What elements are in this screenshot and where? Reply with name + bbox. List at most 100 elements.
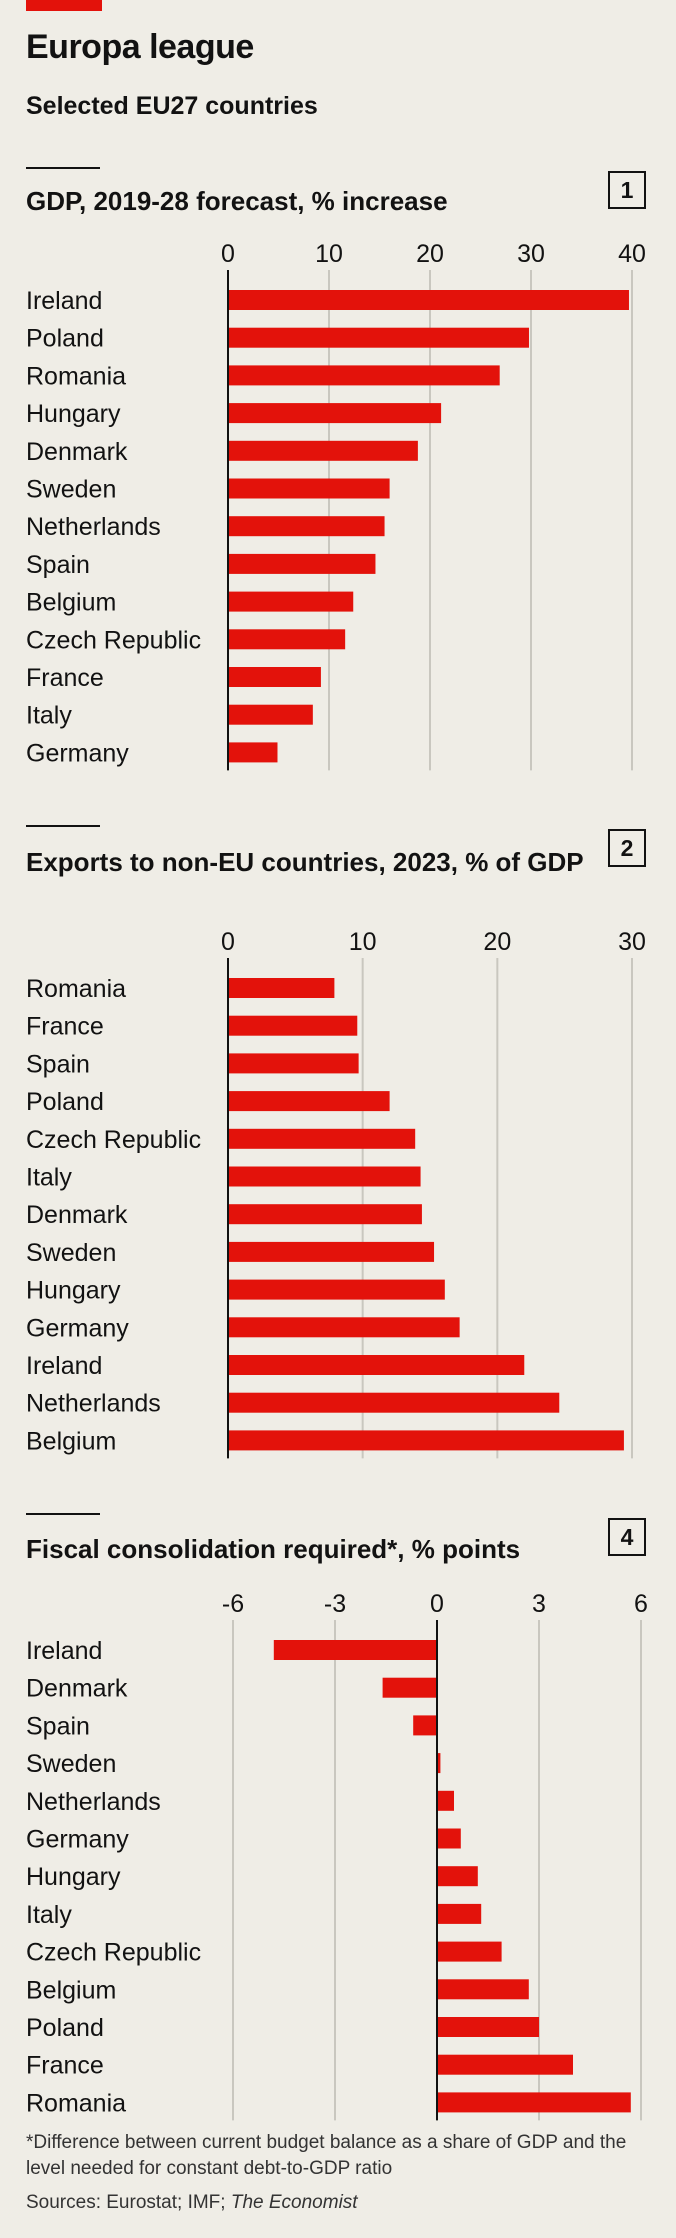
panel-1-rule <box>26 167 100 169</box>
gridlines <box>232 1620 642 2121</box>
tick-label: 0 <box>430 1590 444 1618</box>
category-label: Hungary <box>26 1277 121 1305</box>
category-label: Spain <box>26 1712 90 1740</box>
bar-spain <box>228 553 376 574</box>
category-label: Ireland <box>26 1352 102 1380</box>
category-label: France <box>26 2052 104 2080</box>
category-label: Czech Republic <box>26 626 201 654</box>
panel-1-title: GDP, 2019-28 forecast, % increase <box>26 186 448 216</box>
panel-2-number: 2 <box>608 829 646 867</box>
category-label: Sweden <box>26 1239 116 1267</box>
tick-label: 30 <box>618 928 646 956</box>
tick-label: 20 <box>416 240 444 268</box>
bar-romania <box>228 978 335 998</box>
bar-france <box>228 667 321 687</box>
category-label: Netherlands <box>26 513 161 541</box>
category-label: Poland <box>26 2014 104 2042</box>
category-label: Denmark <box>26 1201 128 1229</box>
bar-sweden <box>228 478 390 499</box>
category-label: Sweden <box>26 476 116 504</box>
panel-2-title: Exports to non-EU countries, 2023, % of … <box>26 847 584 877</box>
bar-sweden <box>437 1753 441 1774</box>
bar-belgium <box>437 1979 529 2000</box>
tick-label: 20 <box>483 928 511 956</box>
category-label: Belgium <box>26 1427 116 1455</box>
panel-4-rule <box>26 1513 100 1515</box>
tick-label: 40 <box>618 240 646 268</box>
bar-ireland <box>228 1355 525 1375</box>
category-label: Italy <box>26 1901 72 1929</box>
bar-hungary <box>228 1279 445 1300</box>
bar-italy <box>437 1903 482 1924</box>
category-label: Spain <box>26 551 90 579</box>
source-prefix: Sources: Eurostat; IMF; <box>26 2192 231 2213</box>
bar-netherlands <box>228 516 385 537</box>
category-label: France <box>26 664 104 692</box>
category-label: Italy <box>26 702 72 730</box>
chart-fiscal-consolidation: -6 -3 0 3 6 Ireland Denmark Spain Sweden Netherla… <box>26 1590 648 2121</box>
category-label: Italy <box>26 1164 72 1192</box>
panel-1-number: 1 <box>608 171 646 209</box>
category-label: Denmark <box>26 438 128 466</box>
bar-denmark <box>382 1677 437 1698</box>
bar-spain <box>413 1715 437 1736</box>
bar-germany <box>437 1828 461 1849</box>
bars <box>228 290 629 763</box>
category-label: Romania <box>26 975 126 1003</box>
category-label: Denmark <box>26 1675 128 1703</box>
category-label: Spain <box>26 1050 90 1078</box>
bar-netherlands <box>228 1392 560 1413</box>
bar-hungary <box>228 403 442 424</box>
brand-tab <box>26 0 102 11</box>
page-title: Europa league <box>26 28 254 66</box>
bar-poland <box>437 2017 539 2037</box>
bar-romania <box>437 2092 631 2113</box>
category-label: Sweden <box>26 1750 116 1778</box>
tick-label: -6 <box>222 1590 244 1618</box>
tick-label: -3 <box>324 1590 346 1618</box>
bars <box>273 1640 631 2113</box>
category-label: Germany <box>26 1314 129 1342</box>
category-label: Germany <box>26 739 129 767</box>
category-label: Poland <box>26 325 104 353</box>
bar-belgium <box>228 1430 624 1451</box>
bar-romania <box>228 365 500 386</box>
bar-poland <box>228 1091 390 1112</box>
chart-exports: 0 10 20 30 Romania France Spain Poland Czech Rep… <box>26 928 646 1459</box>
bar-france <box>228 1015 358 1036</box>
footnote: *Difference between current budget balan… <box>26 2132 627 2179</box>
category-label: Netherlands <box>26 1788 161 1816</box>
category-label: Belgium <box>26 1976 116 2004</box>
bar-poland <box>228 327 529 348</box>
source-publication: The Economist <box>230 2192 358 2213</box>
category-label: Hungary <box>26 400 121 428</box>
bar-sweden <box>228 1241 435 1262</box>
tick-label: 30 <box>517 240 545 268</box>
bar-hungary <box>437 1866 478 1887</box>
bar-belgium <box>228 591 354 612</box>
category-label: Hungary <box>26 1863 121 1891</box>
bar-czech-republic <box>437 1941 502 1962</box>
bar-france <box>437 2054 573 2075</box>
bar-netherlands <box>437 1790 454 1811</box>
category-label: Romania <box>26 362 126 390</box>
page-subtitle: Selected EU27 countries <box>26 92 318 120</box>
category-label: France <box>26 1013 104 1041</box>
tick-label: 0 <box>221 928 235 956</box>
bar-denmark <box>228 440 418 461</box>
bar-czech-republic <box>228 1128 416 1149</box>
bar-germany <box>228 1317 460 1338</box>
bar-germany <box>228 742 278 763</box>
category-label: Ireland <box>26 1637 102 1665</box>
bar-ireland <box>228 290 629 310</box>
category-label: Poland <box>26 1088 104 1116</box>
tick-label: 3 <box>532 1590 546 1618</box>
tick-label: 10 <box>349 928 377 956</box>
category-label: Belgium <box>26 589 116 617</box>
bar-czech-republic <box>228 629 346 650</box>
bars <box>228 978 624 1451</box>
tick-label: 10 <box>315 240 343 268</box>
category-label: Czech Republic <box>26 1939 201 1967</box>
bar-denmark <box>228 1204 422 1225</box>
category-label: Romania <box>26 2089 126 2117</box>
